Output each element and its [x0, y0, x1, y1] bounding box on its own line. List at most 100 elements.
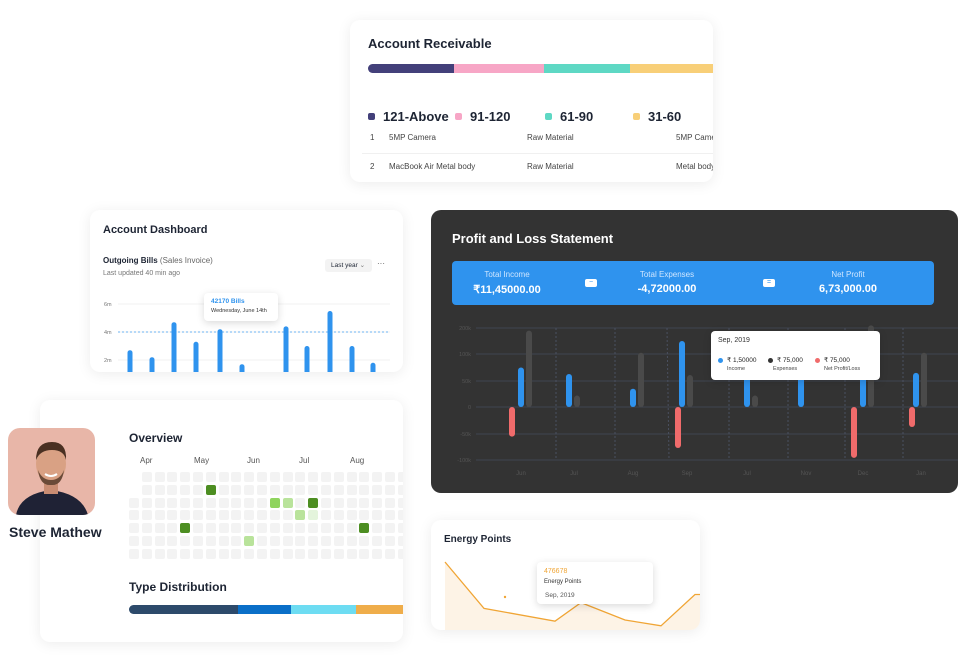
heatmap-cell[interactable]: [218, 484, 229, 495]
heatmap-cell[interactable]: [372, 523, 383, 534]
heatmap-cell[interactable]: [321, 548, 331, 559]
heatmap-cell[interactable]: [385, 472, 395, 482]
heatmap-cell[interactable]: [282, 472, 293, 482]
heatmap-cell[interactable]: [397, 472, 403, 482]
heatmap-cell[interactable]: [346, 523, 357, 534]
heatmap-cell[interactable]: [269, 536, 280, 546]
heatmap-cell[interactable]: [180, 536, 191, 546]
heatmap-cell[interactable]: [218, 510, 229, 521]
heatmap-cell[interactable]: [257, 497, 267, 508]
heatmap-cell[interactable]: [333, 484, 344, 495]
heatmap-cell[interactable]: [397, 510, 403, 521]
heatmap-cell[interactable]: [154, 497, 165, 508]
heatmap-cell[interactable]: [129, 536, 139, 546]
heatmap-cell[interactable]: [359, 510, 370, 521]
heatmap-cell[interactable]: [141, 510, 152, 521]
heatmap-cell[interactable]: [397, 523, 403, 534]
heatmap-cell[interactable]: [167, 497, 178, 508]
heatmap-cell[interactable]: [154, 523, 165, 534]
heatmap-cell[interactable]: [154, 510, 165, 521]
heatmap-cell[interactable]: [282, 536, 293, 546]
heatmap-cell[interactable]: [346, 510, 357, 521]
heatmap-cell[interactable]: [244, 548, 255, 559]
heatmap-cell[interactable]: [346, 536, 357, 546]
heatmap-cell[interactable]: [282, 523, 293, 534]
more-options-button[interactable]: ···: [377, 259, 385, 268]
heatmap-cell[interactable]: [321, 497, 331, 508]
heatmap-cell[interactable]: [154, 472, 165, 482]
heatmap-cell[interactable]: [154, 536, 165, 546]
heatmap-cell[interactable]: [295, 548, 306, 559]
heatmap-cell[interactable]: [308, 536, 319, 546]
heatmap-cell[interactable]: [372, 548, 383, 559]
heatmap-cell[interactable]: [167, 548, 178, 559]
heatmap-cell[interactable]: [129, 497, 139, 508]
heatmap-cell[interactable]: [321, 536, 331, 546]
heatmap-cell[interactable]: [295, 472, 306, 482]
heatmap-cell[interactable]: [167, 536, 178, 546]
heatmap-cell[interactable]: [346, 484, 357, 495]
heatmap-cell[interactable]: [385, 523, 395, 534]
heatmap-cell[interactable]: [205, 472, 216, 482]
heatmap-cell[interactable]: [141, 523, 152, 534]
heatmap-cell[interactable]: [167, 472, 178, 482]
heatmap-cell[interactable]: [141, 497, 152, 508]
heatmap-cell[interactable]: [231, 510, 242, 521]
heatmap-cell[interactable]: [257, 548, 267, 559]
heatmap-cell[interactable]: [282, 497, 293, 508]
heatmap-cell[interactable]: [180, 510, 191, 521]
heatmap-cell[interactable]: [385, 484, 395, 495]
heatmap-cell[interactable]: [244, 472, 255, 482]
heatmap-cell[interactable]: [359, 472, 370, 482]
heatmap-cell[interactable]: [231, 497, 242, 508]
heatmap-cell[interactable]: [257, 523, 267, 534]
heatmap-cell[interactable]: [244, 536, 255, 546]
heatmap-cell[interactable]: [269, 523, 280, 534]
heatmap-cell[interactable]: [205, 497, 216, 508]
heatmap-cell[interactable]: [154, 484, 165, 495]
heatmap-cell[interactable]: [372, 484, 383, 495]
heatmap-cell[interactable]: [167, 523, 178, 534]
heatmap-cell[interactable]: [359, 484, 370, 495]
heatmap-cell[interactable]: [397, 536, 403, 546]
heatmap-cell[interactable]: [257, 536, 267, 546]
range-dropdown[interactable]: Last year ⌄: [325, 259, 372, 272]
heatmap-cell[interactable]: [333, 497, 344, 508]
heatmap-cell[interactable]: [244, 484, 255, 495]
heatmap-cell[interactable]: [193, 472, 203, 482]
heatmap-cell[interactable]: [193, 510, 203, 521]
heatmap-cell[interactable]: [308, 484, 319, 495]
heatmap-cell[interactable]: [218, 497, 229, 508]
heatmap-cell[interactable]: [308, 523, 319, 534]
heatmap-cell[interactable]: [397, 484, 403, 495]
heatmap-cell[interactable]: [129, 548, 139, 559]
table-row[interactable]: 2 MacBook Air Metal body Raw Material Metal…: [362, 154, 713, 182]
heatmap-cell[interactable]: [321, 510, 331, 521]
heatmap-cell[interactable]: [244, 523, 255, 534]
heatmap-cell[interactable]: [321, 472, 331, 482]
heatmap-cell[interactable]: [333, 536, 344, 546]
heatmap-cell[interactable]: [193, 536, 203, 546]
heatmap-cell[interactable]: [205, 548, 216, 559]
heatmap-cell[interactable]: [372, 510, 383, 521]
table-row[interactable]: 1 5MP Camera Raw Material 5MP Camera: [362, 125, 713, 154]
heatmap-cell[interactable]: [397, 497, 403, 508]
heatmap-cell[interactable]: [385, 536, 395, 546]
heatmap-cell[interactable]: [397, 548, 403, 559]
heatmap-cell[interactable]: [333, 523, 344, 534]
heatmap-cell[interactable]: [308, 472, 319, 482]
heatmap-cell[interactable]: [295, 536, 306, 546]
heatmap-cell[interactable]: [269, 472, 280, 482]
heatmap-cell[interactable]: [282, 510, 293, 521]
heatmap-cell[interactable]: [359, 497, 370, 508]
heatmap-cell[interactable]: [167, 484, 178, 495]
heatmap-cell[interactable]: [231, 548, 242, 559]
heatmap-cell[interactable]: [218, 472, 229, 482]
heatmap-cell[interactable]: [346, 497, 357, 508]
heatmap-cell[interactable]: [231, 536, 242, 546]
heatmap-cell[interactable]: [180, 484, 191, 495]
heatmap-cell[interactable]: [308, 510, 319, 521]
heatmap-cell[interactable]: [180, 497, 191, 508]
heatmap-cell[interactable]: [333, 548, 344, 559]
heatmap-cell[interactable]: [141, 536, 152, 546]
